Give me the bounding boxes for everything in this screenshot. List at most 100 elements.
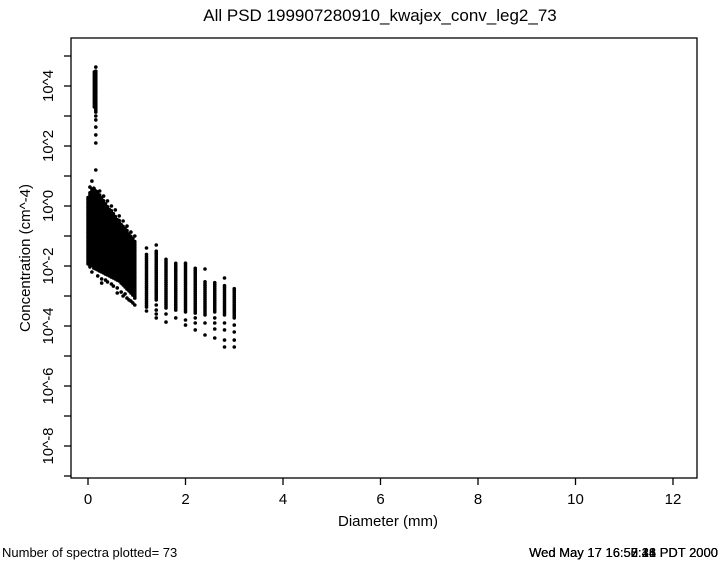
data-point (123, 292, 127, 296)
data-point (94, 118, 98, 122)
data-point (232, 323, 237, 327)
y-tick-label: 10^-2 (40, 247, 57, 284)
plot-border (70, 37, 698, 479)
data-point (121, 219, 125, 223)
data-point (94, 168, 98, 172)
x-axis-ticks: 0 2 4 6 8 10 12 (84, 478, 682, 508)
data-point (154, 249, 159, 253)
x-tick-label: 6 (376, 491, 384, 508)
data-point (232, 338, 237, 342)
data-point (109, 209, 114, 213)
data-point (212, 327, 217, 331)
data-point (193, 316, 198, 320)
data-point (90, 179, 94, 183)
data-point (105, 280, 110, 284)
data-point (105, 204, 110, 209)
data-point (154, 303, 159, 307)
data-point (164, 312, 168, 316)
data-point (101, 194, 106, 198)
data-point (125, 228, 129, 233)
scatter-points (86, 65, 237, 349)
data-point (222, 345, 227, 349)
data-point (183, 261, 188, 265)
data-point (94, 65, 98, 69)
data-point (103, 202, 108, 206)
data-point (154, 316, 159, 320)
data-point (90, 270, 94, 274)
data-point (144, 252, 149, 257)
data-point (193, 328, 198, 332)
data-point (203, 279, 207, 284)
data-point (203, 267, 207, 271)
data-point (99, 281, 104, 285)
data-point (94, 69, 98, 73)
data-point (193, 321, 198, 325)
data-point (119, 290, 123, 294)
data-point (232, 286, 237, 291)
data-point (183, 323, 188, 327)
data-point (129, 230, 133, 234)
data-point (232, 330, 237, 334)
data-point (144, 309, 149, 313)
data-point (144, 246, 149, 250)
data-point (92, 186, 96, 190)
data-point (164, 257, 168, 262)
timestamp-text: Wed May 17 16:58:44 PDT 2000 (529, 545, 718, 560)
data-point (164, 320, 168, 324)
data-point (203, 333, 207, 337)
y-axis-ticks: 10^4 10^2 10^0 10^-2 10^-4 10^-6 10^-8 (40, 55, 71, 477)
data-point (222, 283, 227, 288)
y-tick-label: 10^4 (40, 70, 57, 102)
data-point (154, 312, 159, 316)
data-point (94, 141, 98, 145)
x-tick-label: 2 (181, 491, 189, 508)
data-point (212, 316, 217, 320)
data-point (154, 308, 159, 312)
x-tick-label: 0 (84, 491, 92, 508)
data-point (115, 286, 120, 290)
x-tick-label: 10 (567, 491, 584, 508)
data-point (117, 218, 121, 223)
data-point (97, 189, 102, 193)
data-point (203, 321, 207, 325)
data-point (173, 316, 178, 320)
data-point (99, 277, 104, 281)
data-point (193, 266, 198, 271)
y-axis-label: Concentration (cm^-4) (17, 184, 34, 332)
y-tick-label: 10^-6 (40, 367, 57, 404)
x-tick-label: 4 (279, 491, 287, 508)
spectra-count-text: Number of spectra plotted= 73 (2, 545, 177, 560)
data-point (117, 214, 121, 218)
data-point (212, 336, 217, 340)
data-point (125, 224, 129, 228)
data-point (94, 125, 98, 129)
data-point (222, 321, 227, 325)
data-point (94, 133, 98, 137)
data-point (113, 208, 118, 212)
data-point (95, 274, 100, 278)
data-point (222, 276, 227, 280)
timestamp-text: Wed May 17 16:57:26 PDT 2000 (529, 545, 718, 560)
data-point (111, 211, 116, 216)
data-point (183, 318, 188, 322)
data-point (133, 303, 137, 307)
data-point (212, 280, 217, 285)
data-point (101, 198, 106, 203)
data-point (131, 236, 135, 241)
data-point (133, 239, 137, 244)
data-point (232, 345, 237, 349)
x-axis-label: Diameter (mm) (338, 513, 438, 530)
data-point (105, 199, 110, 203)
chart-title: All PSD 199907280910_kwajex_conv_leg2_73 (203, 6, 557, 25)
data-point (97, 193, 102, 197)
y-tick-label: 10^0 (40, 190, 57, 222)
y-tick-label: 10^-8 (40, 427, 57, 464)
data-point (94, 114, 98, 118)
timestamp-text: Wed May 17 16:52:31 PDT 2000 (529, 545, 718, 560)
data-point (111, 284, 116, 288)
y-tick-label: 10^2 (40, 130, 57, 162)
x-tick-label: 12 (665, 491, 682, 508)
